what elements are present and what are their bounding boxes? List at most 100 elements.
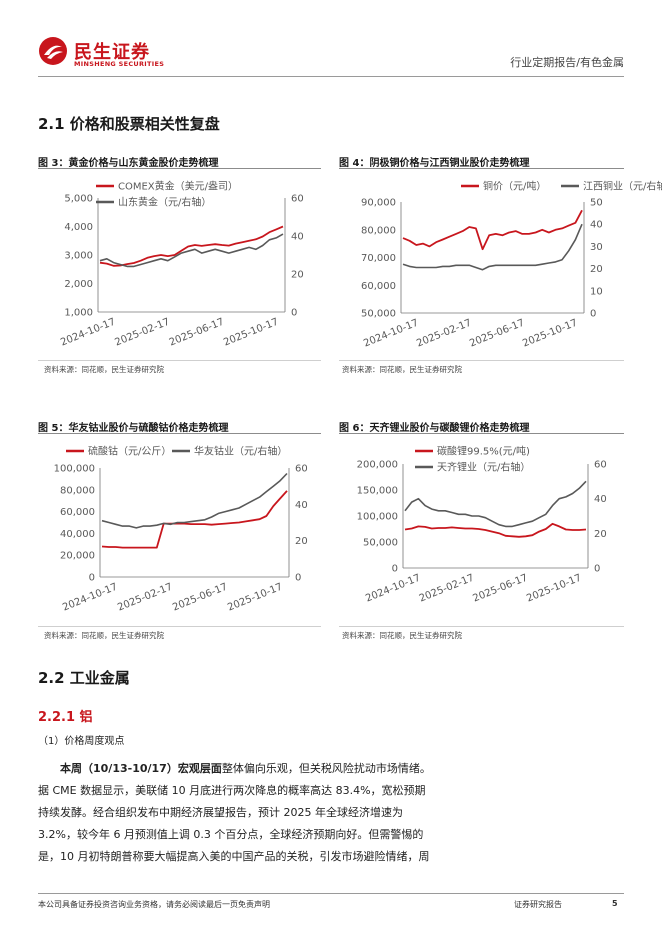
figure-6-bottom-rule xyxy=(339,626,624,627)
x-axis-tick-label: 2024-10-17 xyxy=(364,573,422,605)
left-axis-tick-label: 150,000 xyxy=(357,486,398,497)
left-axis-tick-label: 20,000 xyxy=(60,551,95,562)
section-heading-2-1: 2.1 价格和股票相关性复盘 xyxy=(38,115,220,133)
figure-6-top-rule xyxy=(339,433,624,434)
x-axis-tick-label: 2025-10-17 xyxy=(521,318,579,350)
paragraph-line-4: 3.2%，较今年 6 月预测值上调 0.3 个百分点，全球经济预期向好。但需警惕… xyxy=(38,828,424,841)
x-axis-tick-label: 2025-02-17 xyxy=(418,573,476,605)
footer-divider xyxy=(38,893,624,894)
left-axis-tick-label: 60,000 xyxy=(361,281,396,292)
left-axis-tick-label: 3,000 xyxy=(64,251,93,262)
left-axis-tick-label: 100,000 xyxy=(357,512,398,523)
page-header: 民生证券 MINSHENG SECURITIES 行业定期报告/有色金属 xyxy=(38,36,624,76)
series-line-1 xyxy=(101,490,288,549)
x-axis-tick-label: 2025-10-17 xyxy=(222,317,280,349)
figure-5-title: 图 5：华友钴业股价与硫酸钴价格走势梳理 xyxy=(38,423,229,434)
header-divider xyxy=(38,76,624,77)
left-axis-tick-label: 4,000 xyxy=(64,222,93,233)
x-axis-tick-label: 2025-10-17 xyxy=(525,573,583,605)
report-type: 行业定期报告/有色金属 xyxy=(510,56,624,69)
left-axis-tick-label: 5,000 xyxy=(64,194,93,205)
week-range-label: 本周（10/13-10/17） xyxy=(60,762,178,775)
right-axis-tick-label: 40 xyxy=(594,494,607,505)
left-axis-tick-label: 50,000 xyxy=(361,309,396,320)
legend-label-1: 铜价（元/吨） xyxy=(483,180,546,193)
figure-3-bottom-rule xyxy=(38,360,321,361)
figure-5-source: 资料来源：同花顺，民生证券研究院 xyxy=(44,631,164,640)
legend-label-2: 华友钴业（元/右轴） xyxy=(194,445,287,458)
right-axis-tick-label: 40 xyxy=(590,220,603,231)
right-axis-tick-label: 50 xyxy=(590,198,603,209)
right-axis-tick-label: 20 xyxy=(291,270,304,281)
series-line-2 xyxy=(402,223,583,271)
figure-3-source: 资料来源：同花顺，民生证券研究院 xyxy=(44,365,164,374)
legend-label-1: 碳酸锂99.5%(元/吨) xyxy=(437,445,530,458)
figure-5-bottom-rule xyxy=(38,626,321,627)
left-axis-tick-label: 90,000 xyxy=(361,198,396,209)
right-axis-tick-label: 20 xyxy=(590,264,603,275)
figure-6-chart: 200,000150,000100,00050,000060402002024-… xyxy=(357,445,607,605)
right-axis-tick-label: 60 xyxy=(291,194,304,205)
left-axis-tick-label: 60,000 xyxy=(60,507,95,518)
x-axis-tick-label: 2025-02-17 xyxy=(116,582,174,614)
paragraph-line-1-text: 整体偏向乐观，但关税风险扰动市场情绪。 xyxy=(221,762,431,775)
macro-label: 宏观层面 xyxy=(177,762,222,775)
legend-label-2: 山东黄金（元/右轴） xyxy=(118,196,211,209)
left-axis-tick-label: 2,000 xyxy=(64,279,93,290)
series-line-2 xyxy=(404,480,587,528)
paragraph-line-3: 持续发酵。经合组织发布中期经济展望报告，预计 2025 年全球经济增速为 xyxy=(38,806,403,819)
right-axis-tick-label: 30 xyxy=(590,242,603,253)
section-heading-2-2-1: 2.2.1 铝 xyxy=(38,710,93,725)
figure-4-title: 图 4：阴极铜价格与江西铜业股价走势梳理 xyxy=(339,158,530,169)
series-line-1 xyxy=(402,209,583,251)
x-axis-tick-label: 2025-02-17 xyxy=(415,318,473,350)
left-axis-tick-label: 0 xyxy=(89,573,95,584)
left-axis-tick-label: 1,000 xyxy=(64,308,93,319)
series-line-2 xyxy=(101,472,288,529)
left-axis-tick-label: 200,000 xyxy=(357,460,398,471)
legend-label-2: 天齐锂业（元/右轴） xyxy=(437,461,530,474)
left-axis-tick-label: 100,000 xyxy=(54,464,95,475)
left-axis-tick-label: 70,000 xyxy=(361,253,396,264)
right-axis-tick-label: 40 xyxy=(295,500,308,511)
left-axis-tick-label: 50,000 xyxy=(363,538,398,549)
figure-3-chart: 5,000 4,000 3,000 2,000 1,000 60 40 20 0 2024-10-… xyxy=(59,180,304,349)
x-axis-tick-label: 2025-06-17 xyxy=(471,573,529,605)
legend-label-1: COMEX黄金（美元/盎司） xyxy=(118,180,238,193)
series-line-1 xyxy=(99,225,284,267)
left-axis-tick-label: 80,000 xyxy=(361,225,396,236)
paragraph-line-5: 是，10 月初特朗普称要大幅提高入美的中国产品的关税，引发市场避险情绪，周 xyxy=(38,850,430,863)
right-axis-tick-label: 10 xyxy=(590,286,603,297)
x-axis-tick-label: 2025-06-17 xyxy=(171,582,229,614)
figure-6-title: 图 6：天齐锂业股价与碳酸锂价格走势梳理 xyxy=(339,423,530,434)
page-number: 5 xyxy=(612,899,618,908)
left-axis-tick-label: 0 xyxy=(392,564,398,575)
price-view-label: （1）价格周度观点 xyxy=(38,736,125,747)
minsheng-logo-icon xyxy=(39,37,67,65)
figure-3-title: 图 3：黄金价格与山东黄金股价走势梳理 xyxy=(38,158,219,169)
x-axis-tick-label: 2024-10-17 xyxy=(61,582,119,614)
paragraph-line-1: 本周（10/13-10/17）宏观层面整体偏向乐观，但关税风险扰动市场情绪。 xyxy=(38,758,624,780)
section-heading-2-2: 2.2 工业金属 xyxy=(38,669,130,687)
x-axis-tick-label: 2024-10-17 xyxy=(362,318,420,350)
paragraph-line-2: 据 CME 数据显示，美联储 10 月底进行两次降息的概率高达 83.4%，宽松… xyxy=(38,784,426,797)
right-axis-tick-label: 0 xyxy=(295,573,301,584)
x-axis-tick-label: 2025-06-17 xyxy=(468,318,526,350)
figure-4-bottom-rule xyxy=(339,360,624,361)
figure-6-source: 资料来源：同花顺，民生证券研究院 xyxy=(342,631,462,640)
figure-4-top-rule xyxy=(339,168,624,169)
right-axis-tick-label: 40 xyxy=(291,232,304,243)
footer-disclaimer: 本公司具备证券投资咨询业务资格，请务必阅读最后一页免责声明 xyxy=(38,900,270,909)
footer-doc-type: 证券研究报告 xyxy=(514,900,562,909)
series-line-2 xyxy=(99,233,284,268)
brand-name-cn: 民生证券 xyxy=(74,42,150,63)
figure-5-chart: 100,00080,00060,00040,00020,000060402002… xyxy=(54,445,308,614)
legend-label-1: 硫酸钴（元/公斤） xyxy=(88,445,171,458)
right-axis-tick-label: 60 xyxy=(594,460,607,471)
figure-5-top-rule xyxy=(38,433,321,434)
right-axis-tick-label: 0 xyxy=(291,308,297,319)
left-axis-tick-label: 80,000 xyxy=(60,485,95,496)
right-axis-tick-label: 20 xyxy=(594,529,607,540)
right-axis-tick-label: 0 xyxy=(590,309,596,320)
figure-4-source: 资料来源：同花顺，民生证券研究院 xyxy=(342,365,462,374)
